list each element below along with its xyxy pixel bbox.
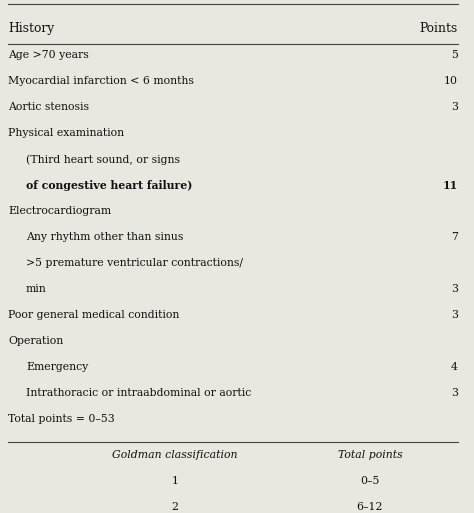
Text: 2: 2 — [172, 502, 179, 512]
Text: Goldman classification: Goldman classification — [112, 450, 238, 460]
Text: >5 premature ventricular contractions/: >5 premature ventricular contractions/ — [26, 258, 243, 268]
Text: 3: 3 — [451, 388, 458, 398]
Text: Points: Points — [420, 22, 458, 35]
Text: 7: 7 — [451, 232, 458, 242]
Text: History: History — [8, 22, 54, 35]
Text: Electrocardiogram: Electrocardiogram — [8, 206, 111, 216]
Text: Total points: Total points — [337, 450, 402, 460]
Text: Physical examination: Physical examination — [8, 128, 124, 138]
Text: Age >70 years: Age >70 years — [8, 50, 89, 60]
Text: Aortic stenosis: Aortic stenosis — [8, 102, 89, 112]
Text: 3: 3 — [451, 102, 458, 112]
Text: Any rhythm other than sinus: Any rhythm other than sinus — [26, 232, 183, 242]
Text: 3: 3 — [451, 310, 458, 320]
Text: Emergency: Emergency — [26, 362, 88, 372]
Text: of congestive heart failure): of congestive heart failure) — [26, 180, 192, 191]
Text: 4: 4 — [451, 362, 458, 372]
Text: 0–5: 0–5 — [360, 476, 380, 486]
Text: 5: 5 — [451, 50, 458, 60]
Text: Operation: Operation — [8, 336, 63, 346]
Text: 1: 1 — [172, 476, 179, 486]
Text: 11: 11 — [443, 180, 458, 191]
Text: 6–12: 6–12 — [357, 502, 383, 512]
Text: Myocardial infarction < 6 months: Myocardial infarction < 6 months — [8, 76, 194, 86]
Text: min: min — [26, 284, 47, 294]
Text: 3: 3 — [451, 284, 458, 294]
Text: 10: 10 — [444, 76, 458, 86]
Text: Total points = 0–53: Total points = 0–53 — [8, 414, 115, 424]
Text: (Third heart sound, or signs: (Third heart sound, or signs — [26, 154, 180, 165]
Text: Intrathoracic or intraabdominal or aortic: Intrathoracic or intraabdominal or aorti… — [26, 388, 251, 398]
Text: Poor general medical condition: Poor general medical condition — [8, 310, 179, 320]
